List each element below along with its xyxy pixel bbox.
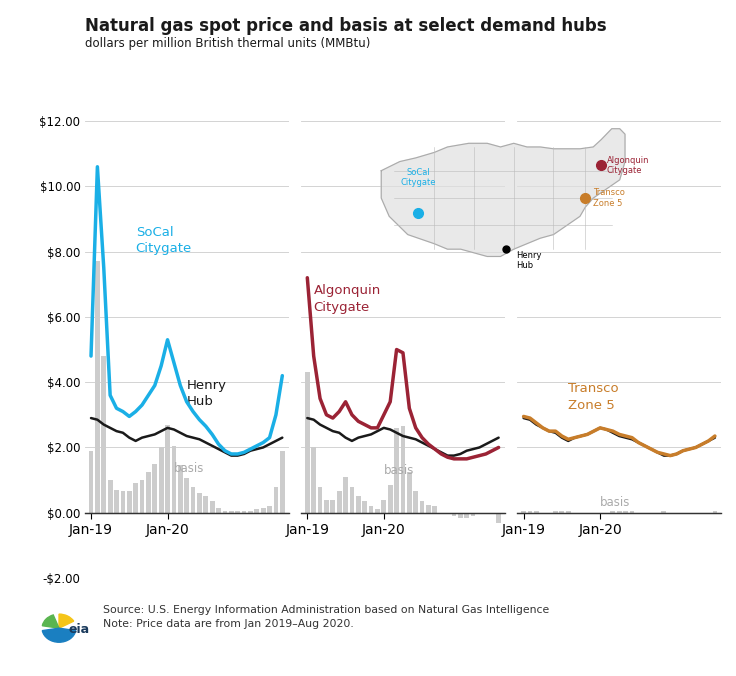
Bar [369,506,373,512]
Bar [553,511,558,512]
Bar [712,511,718,512]
Bar [477,512,482,514]
Bar [426,504,431,512]
Bar [381,500,386,512]
Bar [484,512,488,514]
Bar [528,511,532,512]
Wedge shape [43,615,59,628]
Bar [337,491,342,512]
Bar [407,472,411,512]
Bar [197,493,202,512]
Bar [274,487,278,512]
Bar [375,510,380,512]
Text: eia: eia [68,623,89,635]
Text: basis: basis [174,462,205,475]
Bar [152,464,158,512]
Bar [324,500,329,512]
Bar [178,465,183,512]
Bar [452,512,456,516]
Bar [229,511,234,512]
Bar [414,491,418,512]
Bar [566,511,570,512]
Bar [362,502,367,512]
Text: Natural gas spot price and basis at select demand hubs: Natural gas spot price and basis at sele… [85,17,606,35]
Wedge shape [59,614,74,628]
Bar [445,512,450,514]
Bar [305,372,310,512]
Text: basis: basis [600,496,631,510]
Text: Henry
Hub: Henry Hub [187,379,227,408]
Text: dollars per million British thermal units (MMBtu): dollars per million British thermal unit… [85,37,370,50]
Text: Algonquin
Citygate: Algonquin Citygate [314,285,381,314]
Bar [388,485,392,512]
Bar [191,487,196,512]
Bar [343,477,348,512]
Bar [121,491,125,512]
Bar [311,448,316,512]
Bar [534,511,539,512]
Bar [356,496,361,512]
Bar [95,262,100,512]
Bar [521,511,526,512]
Bar [559,511,565,512]
Bar [433,506,437,512]
Text: Source: U.S. Energy Information Administration based on Natural Gas Intelligence: Source: U.S. Energy Information Administ… [103,605,549,629]
Bar [400,427,406,512]
Bar [203,496,208,512]
Bar [330,500,335,512]
Bar [102,356,106,512]
Text: Henry
Hub: Henry Hub [517,251,542,270]
Bar [280,451,285,512]
Bar [140,480,144,512]
Text: Transco
Zone 5: Transco Zone 5 [593,189,625,208]
Bar [159,448,163,512]
Bar [261,508,266,512]
Bar [267,506,272,512]
Bar [127,491,132,512]
Bar [458,512,463,518]
Bar [210,502,215,512]
Bar [236,511,240,512]
Polygon shape [381,128,625,256]
Bar [617,511,622,512]
Bar [610,511,615,512]
Bar [662,511,666,512]
Bar [133,483,138,512]
Bar [146,472,151,512]
Bar [350,487,354,512]
Bar [222,511,227,512]
Bar [165,425,170,512]
Bar [88,451,93,512]
Bar [464,512,469,518]
Bar [623,511,628,512]
Bar [184,479,189,512]
Bar [216,508,221,512]
Bar [114,490,119,512]
Bar [496,512,501,523]
Text: Algonquin
Citygate: Algonquin Citygate [606,155,649,175]
Bar [394,428,399,512]
Bar [420,502,425,512]
Bar [629,511,634,512]
Bar [248,511,253,512]
Text: basis: basis [384,464,414,477]
Bar [107,480,113,512]
Text: Transco
Zone 5: Transco Zone 5 [568,382,619,412]
Bar [255,510,259,512]
Bar [171,445,177,512]
Bar [318,487,322,512]
Text: SoCal
Citygate: SoCal Citygate [135,226,192,255]
Bar [471,512,475,516]
Bar [241,511,247,512]
Text: SoCal
Citygate: SoCal Citygate [400,168,436,187]
Wedge shape [43,628,76,642]
